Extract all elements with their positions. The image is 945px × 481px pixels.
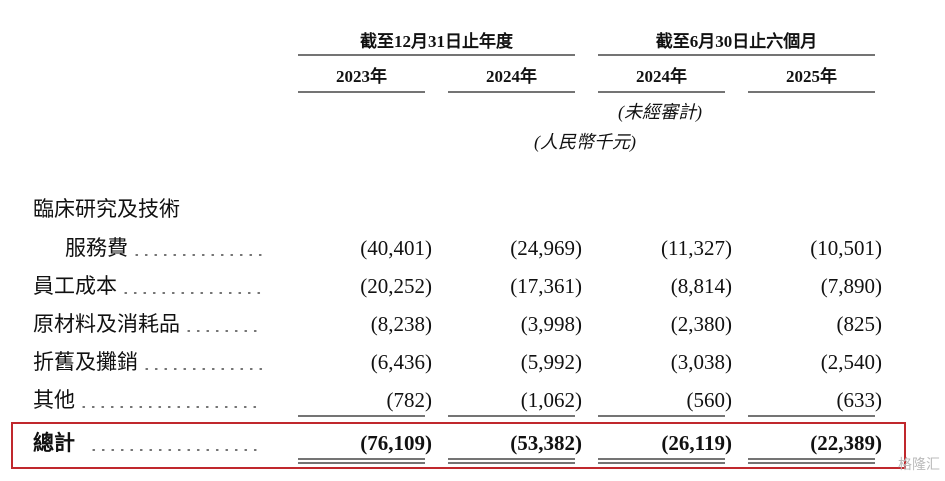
total-value: (53,382) [510,431,582,455]
row-label: 員工成本 [33,274,117,298]
cell-value: (5,992) [520,350,582,374]
row-label: 原材料及消耗品 [33,312,180,336]
unaudited-note: (未經審計) [618,102,702,122]
cell-value: (24,969) [510,236,582,260]
cell-value: (2,380) [670,312,732,336]
unit-note: (人民幣千元) [534,132,636,152]
total-value: (22,389) [810,431,882,455]
cell-value: (17,361) [510,274,582,298]
cell-value: (782) [386,388,433,412]
cell-value: (3,998) [520,312,582,336]
cell-value: (6,436) [370,350,432,374]
cell-value: (3,038) [670,350,732,374]
cell-value: (20,252) [360,274,432,298]
year-header: 2025年 [786,67,837,86]
watermark: 格隆汇 [898,457,940,473]
cell-value: (2,540) [820,350,882,374]
cell-value: (825) [836,312,883,336]
cell-value: (1,062) [520,388,582,412]
cell-value: (8,238) [370,312,432,336]
group-header: 截至6月30日止六個月 [655,32,818,51]
cell-value: (8,814) [670,274,732,298]
year-header: 2024年 [486,67,537,86]
row-label: 臨床研究及技術 [33,197,180,221]
highlight-box [11,422,906,469]
total-label: 總計 [33,431,75,455]
group-header: 截至12月31日止年度 [360,32,513,51]
cell-value: (7,890) [820,274,882,298]
year-header: 2023年 [336,67,387,86]
year-header: 2024年 [636,67,687,86]
cell-value: (633) [836,388,883,412]
cell-value: (11,327) [661,236,732,260]
total-value: (26,119) [661,431,732,455]
cell-value: (40,401) [360,236,432,260]
total-value: (76,109) [360,431,432,455]
cell-value: (560) [686,388,733,412]
row-label: 其他 [33,388,75,412]
cell-value: (10,501) [810,236,882,260]
row-label: 折舊及攤銷 [33,350,138,374]
row-label: 服務費 [65,236,128,260]
